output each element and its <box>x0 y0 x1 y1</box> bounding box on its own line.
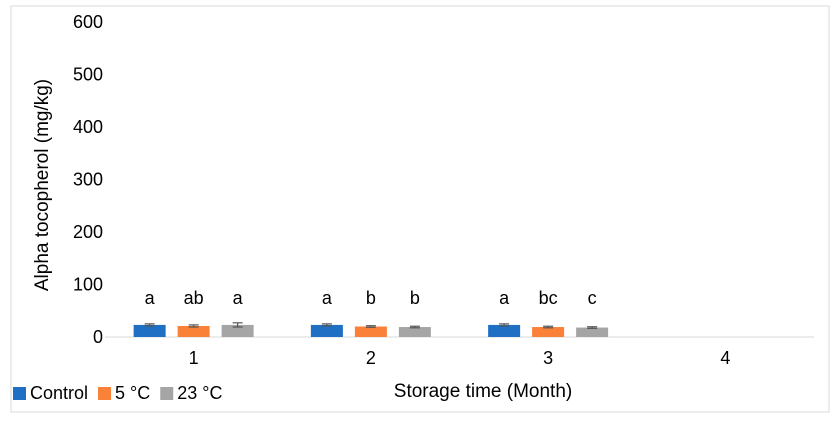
error-bars <box>144 322 598 329</box>
bar <box>488 324 521 337</box>
legend-swatch <box>160 387 174 400</box>
significance-letter: c <box>588 288 597 308</box>
bar <box>398 327 431 337</box>
legend-label: 5 °C <box>115 383 150 403</box>
y-tick-label: 500 <box>73 65 103 85</box>
bar <box>221 324 254 337</box>
significance-letter: b <box>366 288 376 308</box>
y-tick-label: 0 <box>93 327 103 347</box>
significance-letters: a ab a a b b a bc c <box>145 288 597 308</box>
significance-letter: a <box>145 288 156 308</box>
y-tick-label: 600 <box>73 12 103 32</box>
chart-border <box>10 5 830 413</box>
bar <box>133 324 166 337</box>
bar-series <box>133 324 609 337</box>
y-tick-label: 400 <box>73 117 103 137</box>
significance-letter: a <box>233 288 244 308</box>
legend: Control 5 °C 23 °C <box>13 383 222 403</box>
legend-swatch <box>13 387 26 400</box>
bar <box>532 327 565 337</box>
legend-label: 23 °C <box>177 383 222 403</box>
bar <box>310 324 343 337</box>
significance-letter: a <box>499 288 510 308</box>
legend-label: Control <box>30 383 88 403</box>
x-tick-label: 3 <box>543 348 553 368</box>
x-tick-labels: 1 2 3 4 <box>189 348 731 368</box>
y-tick-label: 300 <box>73 170 103 190</box>
x-tick-label: 1 <box>189 348 199 368</box>
bar <box>354 326 387 337</box>
legend-swatch <box>98 387 112 400</box>
y-axis-label: Alpha tocopherol (mg/kg) <box>32 79 53 291</box>
x-tick-label: 4 <box>720 348 730 368</box>
significance-letter: ab <box>184 288 204 308</box>
significance-letter: bc <box>539 288 558 308</box>
bar <box>576 327 609 337</box>
bar <box>177 325 210 337</box>
y-tick-label: 200 <box>73 222 103 242</box>
x-tick-label: 2 <box>366 348 376 368</box>
significance-letter: a <box>322 288 333 308</box>
significance-letter: b <box>410 288 420 308</box>
x-axis-label: Storage time (Month) <box>394 381 572 402</box>
y-tick-label: 100 <box>73 275 103 295</box>
y-tick-labels: 0 100 200 300 400 500 600 <box>73 12 103 347</box>
